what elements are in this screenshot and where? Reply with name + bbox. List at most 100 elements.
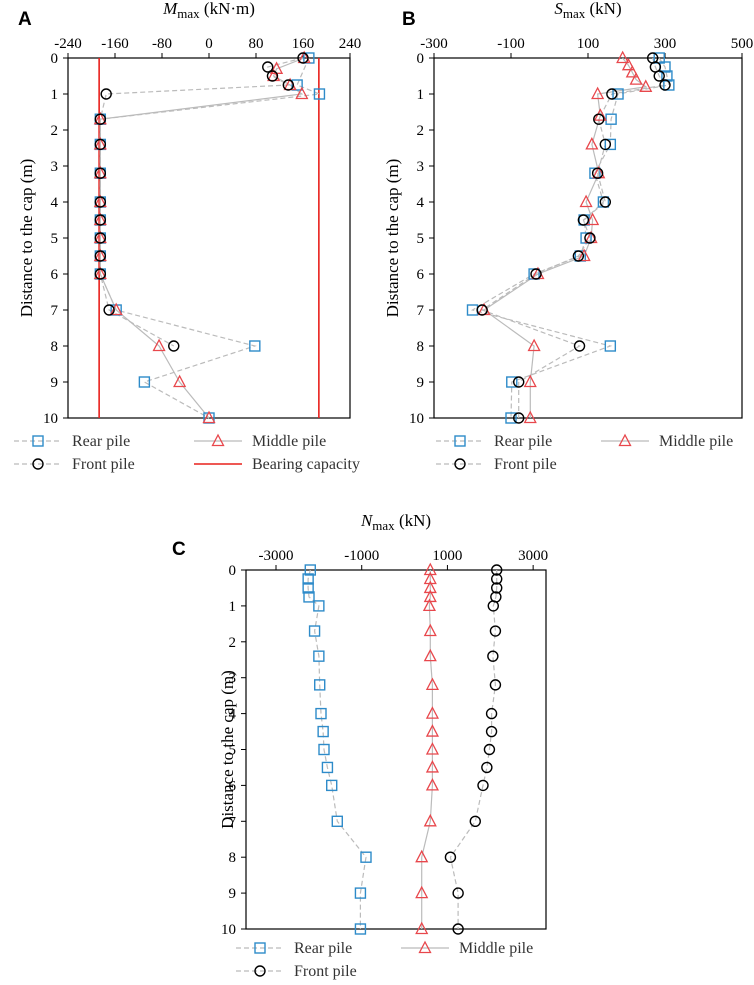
- y-tick-label: 10: [409, 411, 424, 427]
- data-point-rear: [317, 725, 329, 738]
- data-point-front: [606, 88, 618, 100]
- y-tick-label: 6: [51, 267, 59, 283]
- data-point-middle: [202, 410, 216, 424]
- chart-panel-a: A Mmax (kN·m) Distance to the cap (m) -240 -…: [14, 0, 361, 473]
- data-point-rear: [303, 591, 315, 603]
- data-point-rear: [302, 582, 314, 594]
- chart-panel-c: C Nmax (kN) Distance to the cap (m) -3000 -1…: [172, 511, 548, 980]
- data-point-front: [584, 232, 596, 244]
- data-point-front: [469, 815, 481, 827]
- legend-label: Front pile: [72, 456, 135, 473]
- y-tick-label: 8: [417, 339, 425, 355]
- data-point-middle: [523, 374, 537, 388]
- legend-label: Bearing capacity: [252, 456, 360, 473]
- series-line-middle: [483, 57, 648, 418]
- legend-item-rear: Rear pile: [436, 433, 552, 450]
- legend-marker-middle: [418, 940, 432, 954]
- data-point-middle: [423, 571, 437, 585]
- legend-label: Middle pile: [659, 433, 733, 450]
- plot-frame: [245, 569, 547, 930]
- legend-label: Rear pile: [494, 433, 552, 450]
- legend-item-rear: Rear pile: [236, 940, 352, 957]
- data-point-middle: [621, 57, 635, 71]
- data-point-rear: [354, 887, 367, 899]
- x-tick-label: -80: [152, 36, 172, 52]
- legend-marker-middle: [618, 433, 632, 447]
- data-point-front: [572, 250, 585, 262]
- y-tick-label: 9: [229, 886, 237, 902]
- data-point-front: [100, 88, 112, 100]
- data-point-front: [94, 268, 107, 280]
- legend-item-middle: Middle pile: [601, 433, 733, 450]
- y-tick-label: 6: [229, 778, 237, 794]
- axis-title-unit: (kN): [395, 511, 431, 530]
- data-point-rear: [315, 707, 327, 720]
- data-point-rear: [506, 376, 518, 388]
- x-tick-label: 1000: [432, 548, 462, 564]
- data-point-rear: [308, 625, 321, 637]
- y-axis-label: Distance to the cap (m): [383, 159, 402, 318]
- y-tick-label: 8: [51, 339, 59, 355]
- y-tick-label: 5: [51, 231, 59, 247]
- panel-letter: C: [172, 539, 186, 560]
- axis-title-subscript: max: [177, 6, 200, 21]
- x-tick-label: 160: [292, 36, 315, 52]
- legend-item-front: Front pile: [14, 456, 135, 473]
- plot-frame: [67, 57, 351, 419]
- panel-letter: A: [18, 9, 32, 30]
- data-point-front: [599, 196, 612, 208]
- data-point-front: [103, 304, 115, 316]
- data-point-middle: [625, 64, 639, 78]
- data-point-front: [476, 304, 488, 316]
- y-tick-label: 10: [43, 411, 58, 427]
- series-line-middle: [99, 57, 305, 419]
- axis-title: Smax (kN): [554, 0, 621, 21]
- legend-marker-rear: [454, 435, 466, 447]
- series-line-front: [449, 570, 498, 929]
- data-point-front: [94, 232, 107, 244]
- data-point-front: [485, 707, 498, 720]
- legend-label: Rear pile: [294, 940, 352, 957]
- axis-title: Mmax (kN·m): [162, 0, 255, 21]
- y-tick-label: 5: [417, 231, 425, 247]
- data-point-front: [168, 340, 180, 352]
- y-tick-label: 4: [51, 195, 59, 211]
- y-tick-label: 2: [51, 123, 59, 139]
- x-tick-label: 80: [249, 36, 264, 52]
- data-point-middle: [425, 724, 440, 737]
- y-tick-label: 7: [229, 814, 237, 830]
- y-tick-label: 1: [51, 87, 59, 103]
- y-tick-label: 1: [229, 599, 237, 615]
- data-point-middle: [173, 374, 187, 388]
- data-point-middle: [415, 921, 429, 935]
- data-point-middle: [577, 248, 591, 262]
- legend-label: Rear pile: [72, 433, 130, 450]
- data-point-front: [282, 79, 295, 91]
- legend-marker-front: [454, 458, 466, 470]
- data-point-middle: [425, 706, 440, 719]
- axis-title-unit: (kN): [585, 0, 621, 18]
- legend: Rear pile Middle pile Front pile: [436, 433, 733, 473]
- legend-marker-rear: [32, 435, 44, 447]
- panel-letter: B: [402, 9, 416, 30]
- y-tick-label: 1: [417, 87, 425, 103]
- y-tick-label: 3: [229, 671, 237, 687]
- series-line-front: [480, 57, 666, 418]
- data-point-rear: [314, 679, 326, 691]
- data-point-rear: [313, 600, 325, 612]
- series-line-rear: [470, 57, 670, 419]
- data-point-front: [266, 70, 279, 82]
- data-point-middle: [423, 580, 437, 594]
- y-tick-label: 7: [417, 303, 425, 319]
- legend: Rear pile Middle pile Front pile: [236, 940, 533, 980]
- data-point-rear: [505, 412, 517, 424]
- series-line-rear: [307, 569, 367, 929]
- y-axis-label: Distance to the cap (m): [218, 670, 237, 829]
- data-point-middle: [425, 677, 440, 691]
- x-tick-label: -240: [54, 36, 82, 52]
- chart-panel-b: B Smax (kN) Distance to the cap (m) -300 -10…: [383, 0, 753, 473]
- data-point-front: [94, 196, 107, 208]
- x-tick-label: 100: [577, 36, 600, 52]
- data-point-middle: [295, 86, 309, 100]
